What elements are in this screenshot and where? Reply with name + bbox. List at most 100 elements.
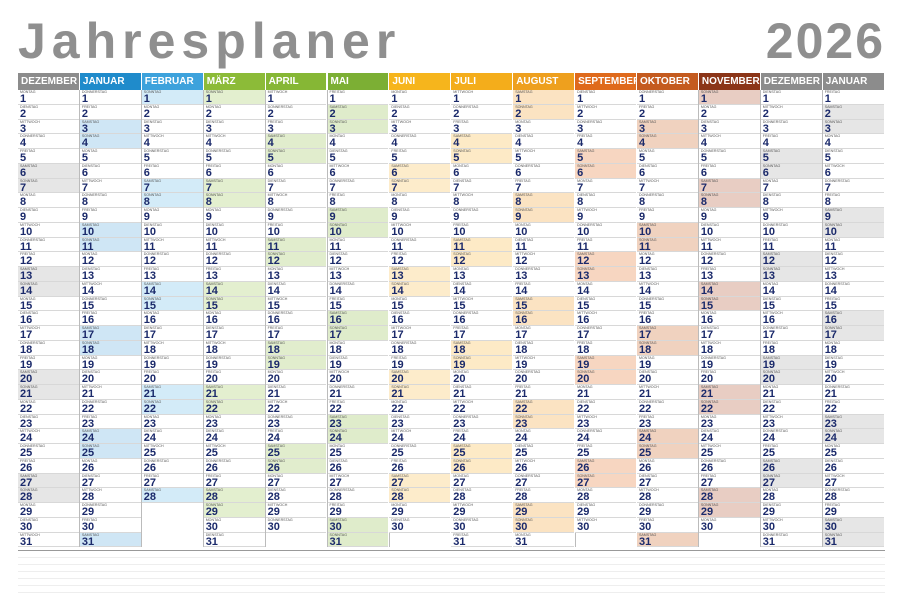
day-number: 14 (81, 284, 95, 297)
day-cell: SAMSTAG 26 (575, 458, 636, 474)
day-cell: FREITAG 7 (513, 178, 575, 194)
day-cell: MONTAG 4 (327, 134, 389, 149)
day-number: 20 (143, 373, 157, 385)
day-number: 31 (762, 535, 776, 548)
weekday: FREITAG (639, 517, 655, 522)
day-cell: DONNERSTAG 22 (637, 399, 698, 415)
day-cell: FREITAG 11 (760, 237, 822, 253)
day-cell: DONNERSTAG 17 (575, 326, 636, 341)
weekday: SAMSTAG (762, 252, 781, 257)
day-number: 21 (205, 388, 218, 400)
weekday: MONTAG (143, 311, 160, 316)
day-cell: SAMSTAG 27 (389, 473, 451, 489)
day-number: 24 (329, 432, 342, 444)
day-cell: SAMSTAG 9 (327, 208, 389, 223)
day-number: 16 (453, 314, 466, 326)
day-cell: SONNTAG 8 (698, 193, 760, 208)
day-number: 25 (205, 447, 218, 459)
day-cell: SAMSTAG 21 (203, 385, 265, 400)
day-number: 5 (20, 152, 27, 164)
weekday: DONNERSTAG (762, 326, 788, 330)
day-number: 12 (391, 255, 404, 267)
weekday: MONTAG (20, 193, 36, 198)
day-number: 4 (824, 137, 831, 149)
weekday: MITTWOCH (205, 340, 226, 345)
day-number: 16 (639, 314, 652, 326)
weekday: MITTWOCH (20, 429, 40, 434)
weekday: FREITAG (453, 326, 469, 330)
day-number: 16 (81, 314, 95, 326)
day-cell: SAMSTAG 19 (760, 355, 822, 371)
weekday: MITTWOCH (81, 281, 102, 286)
weekday: MITTWOCH (577, 208, 597, 212)
day-cell: DIENSTAG 12 (327, 252, 389, 267)
day-number: 20 (453, 373, 466, 385)
weekday: SONNTAG (577, 267, 595, 271)
day-number: 7 (267, 181, 274, 194)
day-number: 12 (700, 255, 714, 267)
weekday: FREITAG (453, 429, 469, 434)
weekday: DONNERSTAG (515, 473, 541, 478)
day-cell: MITTWOCH 27 (327, 473, 389, 489)
day-number: 5 (700, 152, 708, 164)
day-number: 22 (267, 402, 280, 415)
day-number: 15 (639, 299, 652, 312)
month-header: SEPTEMBER (575, 73, 636, 90)
weekday: SAMSTAG (700, 178, 719, 183)
day-cell: DIENSTAG 10 (141, 222, 203, 238)
day-number: 22 (391, 402, 404, 415)
day-cell: DONNERSTAG 6 (513, 163, 575, 179)
day-cell: SAMSTAG 9 (822, 208, 884, 223)
day-number: 7 (391, 181, 398, 194)
day-cell: DONNERSTAG 25 (18, 444, 79, 459)
day-number: 22 (762, 402, 776, 415)
weekday: SONNTAG (20, 281, 38, 286)
day-cell: MITTWOCH 2 (760, 104, 822, 120)
day-cell: DONNERSTAG 23 (265, 414, 327, 430)
day-number: 16 (515, 314, 528, 326)
day-cell: FREITAG 20 (141, 370, 203, 385)
weekday: DIENSTAG (515, 134, 534, 139)
day-cell: MONTAG 16 (141, 311, 203, 326)
weekday: SONNTAG (453, 355, 471, 360)
day-number: 19 (824, 358, 837, 371)
day-number: 24 (20, 432, 33, 444)
weekday: DIENSTAG (143, 222, 162, 227)
day-number: 6 (639, 166, 646, 179)
weekday: MONTAG (515, 326, 531, 330)
day-number: 4 (329, 137, 336, 149)
day-number: 27 (391, 476, 404, 489)
weekday: DONNERSTAG (453, 311, 479, 316)
day-number: 8 (453, 196, 460, 208)
day-cell: DIENSTAG 24 (141, 429, 203, 444)
day-number: 25 (143, 447, 157, 459)
day-number: 21 (515, 388, 528, 400)
weekday: SAMSTAG (762, 458, 781, 463)
day-number: 6 (824, 166, 831, 179)
weekday: SAMSTAG (20, 163, 38, 168)
weekday: DIENSTAG (391, 104, 410, 109)
day-cell: DONNERSTAG 29 (79, 503, 141, 518)
day-number: 31 (453, 535, 466, 548)
weekday: FREITAG (143, 473, 160, 478)
day-cell: FREITAG 13 (141, 267, 203, 282)
weekday: FREITAG (824, 193, 840, 198)
day-cell: DONNERSTAG 13 (513, 267, 575, 282)
day-cell: MITTWOCH 4 (203, 134, 265, 149)
weekday: DONNERSTAG (824, 385, 850, 389)
day-cell: MITTWOCH 27 (822, 473, 884, 489)
day-number: 18 (824, 343, 837, 356)
weekday: DIENSTAG (453, 281, 472, 286)
weekday: DIENSTAG (267, 488, 286, 493)
weekday: DONNERSTAG (391, 134, 417, 139)
weekday: DONNERSTAG (700, 355, 726, 360)
day-number: 29 (267, 506, 280, 518)
day-number: 24 (824, 432, 837, 444)
weekday: MITTWOCH (453, 503, 474, 507)
weekday: MONTAG (515, 222, 531, 227)
day-cell: SONNTAG 1 (141, 90, 203, 105)
day-cell: SAMSTAG 11 (451, 237, 513, 253)
day-number: 26 (143, 461, 157, 474)
day-cell: MONTAG 15 (18, 296, 79, 312)
day-cell: SAMSTAG 7 (203, 178, 265, 194)
